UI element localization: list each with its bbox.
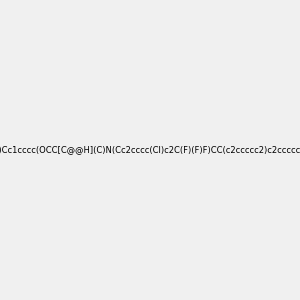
Text: OC(=O)Cc1cccc(OCC[C@@H](C)N(Cc2cccc(Cl)c2C(F)(F)F)CC(c2ccccc2)c2ccccc2)c1.Cl: OC(=O)Cc1cccc(OCC[C@@H](C)N(Cc2cccc(Cl)c… <box>0 146 300 154</box>
